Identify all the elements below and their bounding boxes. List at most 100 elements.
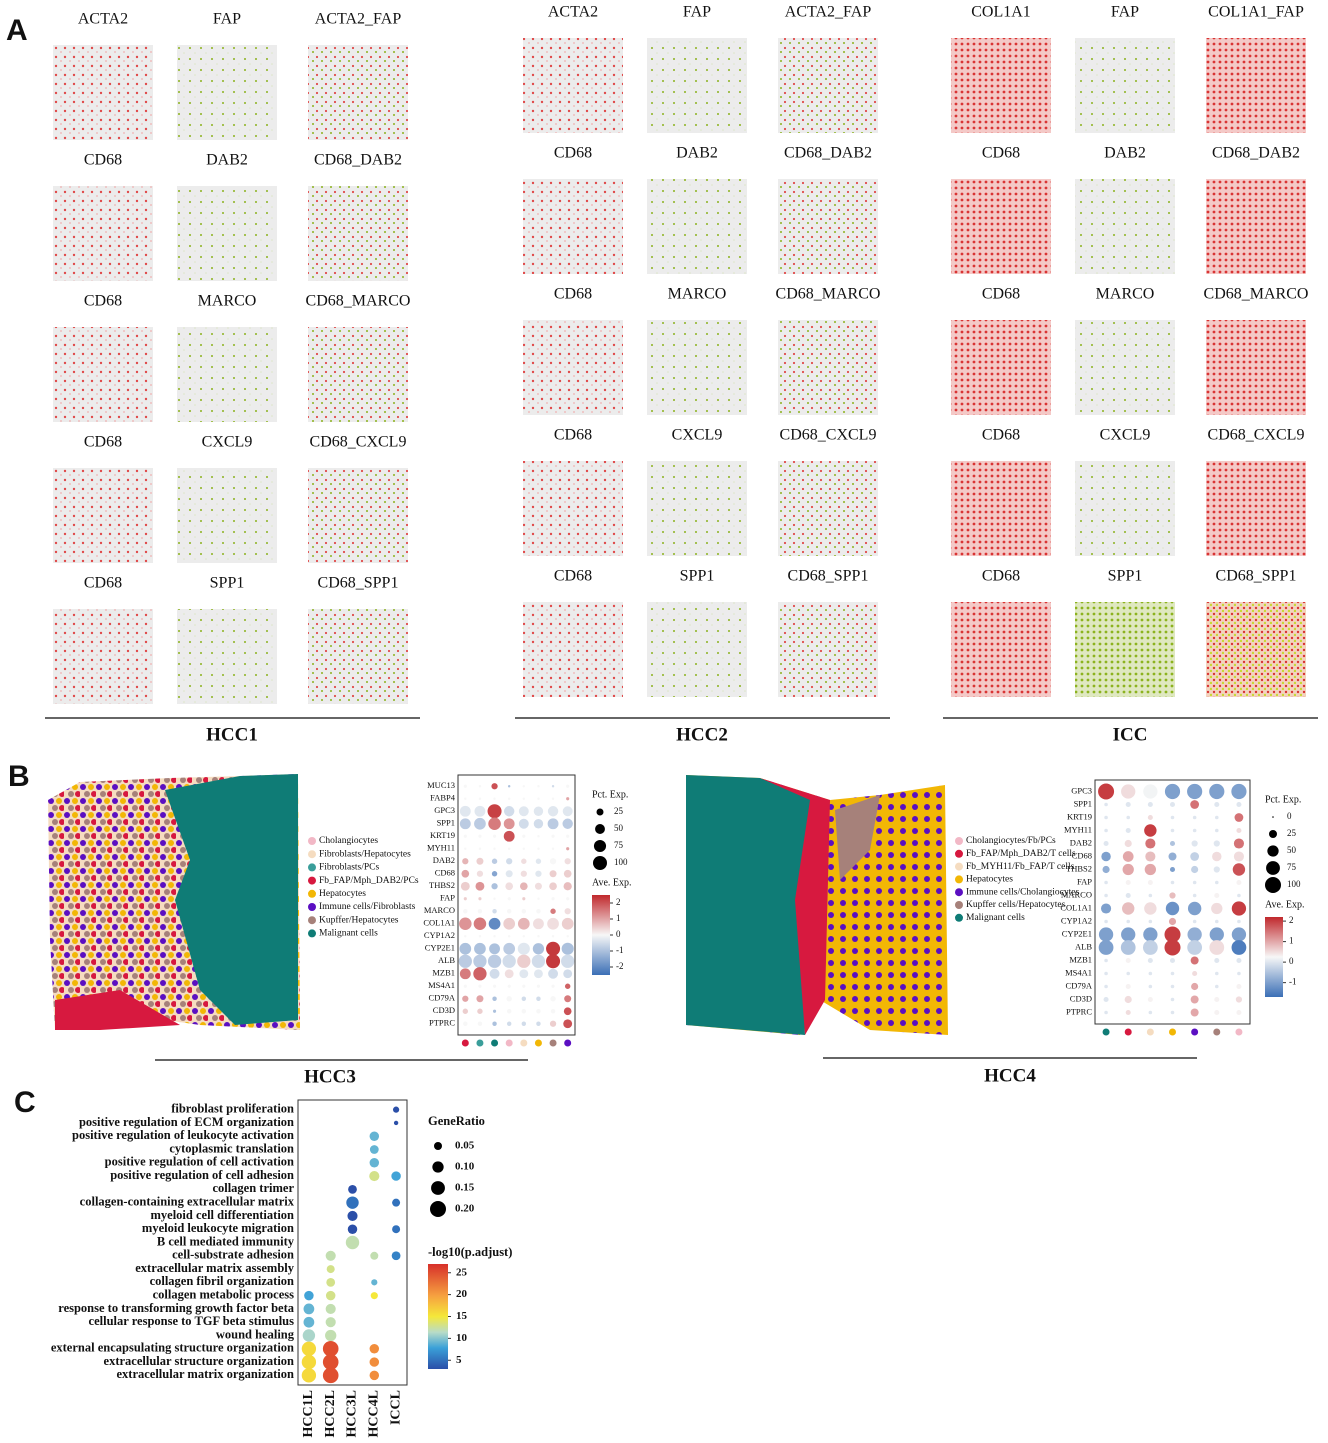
legend-label: Fb_MYH11/Fb_FAP/T cells: [966, 862, 1075, 872]
size-key: [430, 1201, 446, 1217]
expression-dot: [492, 997, 496, 1001]
expression-dot: [1126, 893, 1131, 898]
expression-dot: [1170, 841, 1175, 846]
legend-swatch: [308, 877, 316, 885]
expression-dot: [479, 785, 481, 787]
expression-dot: [464, 935, 466, 937]
tissue-image: [53, 468, 153, 563]
legend-swatch: [308, 890, 316, 898]
term-dot: [370, 1252, 378, 1260]
expression-dot: [1210, 927, 1224, 941]
term-dot: [346, 1196, 358, 1208]
expression-dot: [460, 968, 471, 979]
gene-label: CD68_MARCO: [306, 293, 411, 310]
expression-dot: [1148, 802, 1153, 807]
size-key-label: 100: [1287, 879, 1301, 889]
term-label: positive regulation of cell activation: [105, 1155, 294, 1169]
expression-dot: [463, 1009, 468, 1014]
expression-dot: [1126, 920, 1130, 924]
term-dot: [325, 1330, 336, 1341]
term-dot: [370, 1158, 379, 1167]
colorbar-label: 1: [616, 913, 621, 923]
gene-label: MS4A1: [428, 980, 455, 990]
gene-label: SPP1: [437, 818, 455, 828]
term-label: fibroblast proliferation: [171, 1102, 294, 1116]
expression-dot: [479, 935, 481, 937]
colorbar-label: 15: [456, 1310, 468, 1322]
size-key-label: 75: [614, 840, 624, 850]
expression-dot: [1233, 863, 1245, 875]
expression-dot: [1101, 903, 1111, 913]
expression-dot: [1101, 852, 1110, 861]
expression-dot: [1215, 920, 1219, 924]
gene-label: THBS2: [429, 880, 455, 890]
term-dot: [304, 1304, 315, 1315]
size-key-label: 75: [1287, 862, 1297, 872]
term-dot: [391, 1171, 400, 1180]
expression-dot: [1126, 972, 1130, 976]
expression-dot: [1104, 816, 1108, 820]
expression-dot: [563, 1019, 572, 1028]
tissue-image: [647, 38, 747, 133]
expression-dot: [508, 785, 510, 787]
expression-dot: [1148, 880, 1153, 885]
expression-dot: [460, 818, 471, 829]
expression-dot: [1192, 971, 1197, 976]
expression-dot: [548, 818, 559, 829]
expression-dot: [474, 943, 486, 955]
term-dot: [370, 1131, 379, 1140]
panel-label: A: [6, 14, 28, 47]
expression-dot: [566, 835, 569, 838]
group-label: HCC2: [676, 724, 728, 745]
cluster-key: [506, 1040, 513, 1047]
expression-dot: [1193, 881, 1197, 885]
gene-label: DAB2: [676, 145, 718, 162]
cluster-key: [462, 1040, 469, 1047]
legend-label: Hepatocytes: [966, 875, 1013, 885]
tissue-image: [951, 602, 1051, 697]
expression-dot: [1171, 881, 1175, 885]
expression-dot: [1188, 902, 1201, 915]
legend-swatch: [308, 903, 316, 911]
expression-dot: [518, 918, 530, 930]
expression-dot: [507, 1022, 511, 1026]
expression-dot: [1104, 829, 1108, 833]
expression-dot: [1193, 816, 1197, 820]
legend-label: Kupffer cells/Hepatocytes: [966, 899, 1066, 910]
term-dot: [392, 1251, 401, 1260]
expression-dot: [534, 819, 543, 828]
expression-dot: [506, 870, 513, 877]
cluster-key: [564, 1040, 571, 1047]
term-label: wound healing: [216, 1327, 295, 1341]
expression-dot: [1149, 985, 1153, 989]
expression-dot: [536, 1022, 540, 1026]
gene-label: CD79A: [1066, 980, 1093, 990]
term-dot: [323, 1354, 339, 1370]
gene-label: GPC3: [434, 805, 455, 815]
expression-dot: [1143, 784, 1157, 798]
gene-label: CYP2E1: [1062, 928, 1092, 938]
term-label: extracellular matrix assembly: [135, 1261, 295, 1275]
expression-dot: [1098, 784, 1114, 800]
gene-label: MZB1: [432, 968, 455, 978]
expression-dot: [478, 985, 481, 988]
expression-dot: [1215, 816, 1219, 820]
expression-dot: [562, 918, 574, 930]
tissue-image: [523, 320, 623, 415]
tissue-image: [778, 179, 878, 274]
expression-dot: [550, 909, 555, 914]
expression-dot: [547, 918, 559, 930]
expression-dot: [522, 1009, 526, 1013]
spatial-map: [48, 774, 300, 1030]
expression-dot: [463, 1022, 467, 1026]
size-key: [434, 1142, 442, 1150]
tissue-image: [523, 38, 623, 133]
gene-label: CYP1A2: [424, 930, 455, 940]
gene-label: SPP1: [210, 575, 245, 592]
expression-dot: [459, 917, 472, 930]
expression-dot: [479, 798, 481, 800]
expression-dot: [551, 897, 554, 900]
expression-dot: [478, 1022, 482, 1026]
expression-dot: [518, 943, 530, 955]
group-label: HCC2L: [323, 1390, 338, 1437]
